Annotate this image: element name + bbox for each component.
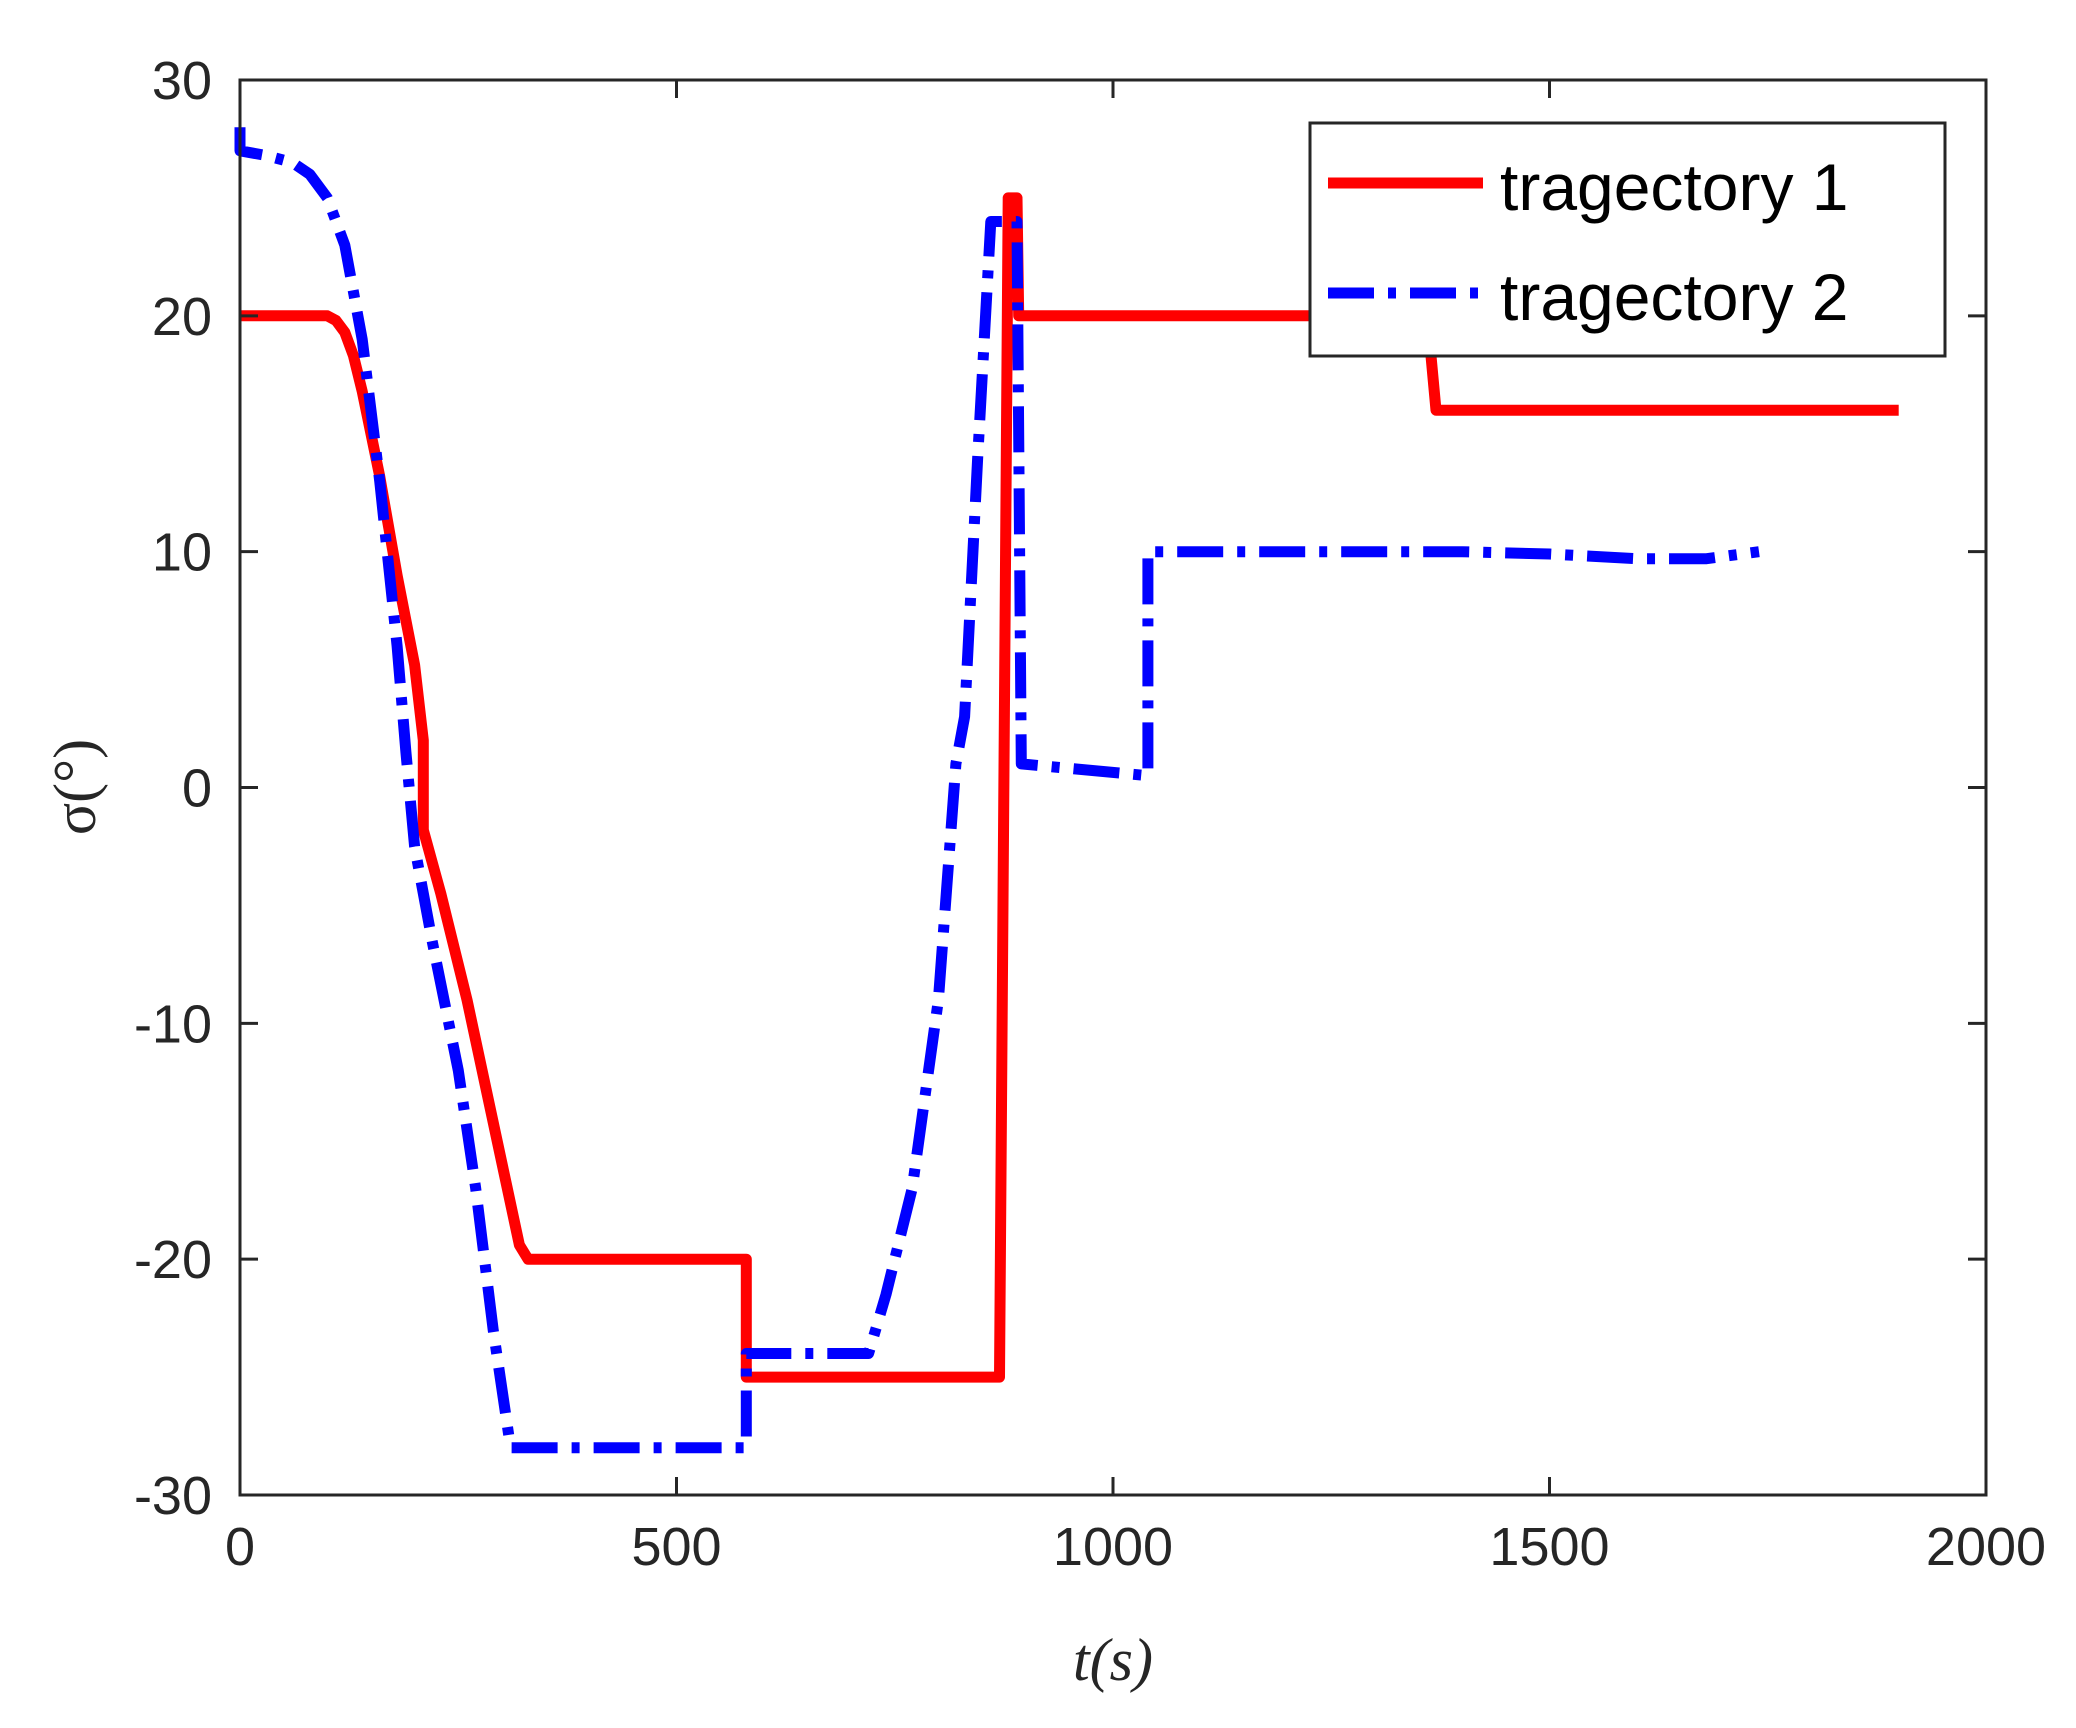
y-tick-label: 0 <box>182 759 212 819</box>
y-tick-label: 20 <box>152 287 212 347</box>
y-tick-label: -30 <box>134 1466 212 1526</box>
legend-box <box>1308 121 1947 358</box>
x-tick-label: 500 <box>631 1517 721 1577</box>
x-tick-label: 2000 <box>1926 1517 2046 1577</box>
x-axis-label: t(s) <box>1073 1627 1153 1693</box>
y-tick-label: -20 <box>134 1230 212 1290</box>
series-line-tragectory-1 <box>240 192 1899 1383</box>
series-layer <box>234 127 1899 1454</box>
y-tick-label: 30 <box>152 51 212 111</box>
x-tick-label: 1000 <box>1053 1517 1173 1577</box>
y-tick-label: 10 <box>152 523 212 583</box>
y-tick-label: -10 <box>134 994 212 1054</box>
series-line-tragectory-2 <box>234 127 1760 1454</box>
legend-label-tragectory-1: tragectory 1 <box>1500 150 1849 224</box>
x-tick-label: 1500 <box>1489 1517 1609 1577</box>
legend: tragectory 1 tragectory 2 <box>1308 121 1947 358</box>
x-tick-label: 0 <box>225 1517 255 1577</box>
y-axis-label: σ(°) <box>42 739 108 835</box>
axes-layer: 0 500 1000 1500 2000 30 20 10 0 -10 -20 -30 <box>134 51 2046 1577</box>
legend-label-tragectory-2: tragectory 2 <box>1500 260 1849 334</box>
